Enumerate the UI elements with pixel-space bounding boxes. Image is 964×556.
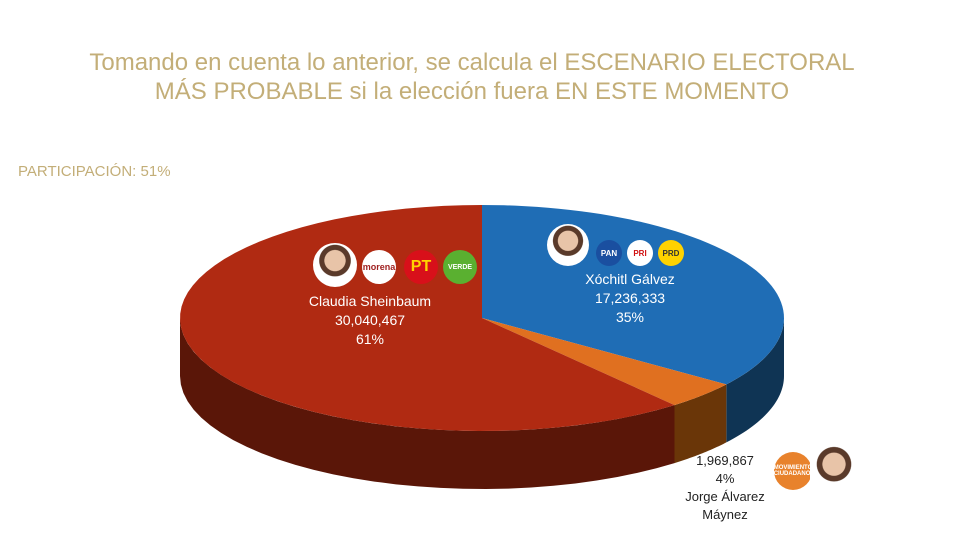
slice-percent: 35%: [615, 309, 645, 325]
slice-votes: 17,236,333: [594, 290, 666, 306]
title-line-2: MÁS PROBABLE si la elección fuera EN EST…: [154, 78, 790, 105]
slice-claudia-sheinbaum: [180, 205, 675, 431]
pri-logo: PRI: [627, 240, 653, 266]
mc-logo: MOVIMIENTO CIUDADANO: [774, 452, 812, 490]
sheinbaum-photo: [313, 243, 357, 287]
verde-logo: VERDE: [443, 250, 477, 284]
maynez-photo: [810, 445, 858, 493]
pt-logo: PT: [404, 250, 438, 284]
maynez-label: 1,969,867 4% Jorge Álvarez Máynez: [680, 452, 770, 524]
participation-label: PARTICIPACIÓN: 51%: [18, 163, 171, 180]
slice-votes: 30,040,467: [334, 312, 406, 328]
pan-logo: PAN: [596, 240, 622, 266]
slice-side: [674, 384, 727, 464]
slice-percent: 61%: [355, 331, 385, 347]
slice-jorge-lvarez-m-ynez: [482, 318, 727, 406]
slice-percent: 4%: [715, 471, 735, 486]
sheinbaum-label: Claudia Sheinbaum 30,040,467 61%: [300, 292, 440, 349]
slice-side: [726, 318, 784, 443]
galvez-label: Xóchitl Gálvez 17,236,333 35%: [560, 270, 700, 327]
chart-title: Tomando en cuenta lo anterior, se calcul…: [0, 48, 944, 106]
slice-label: Xóchitl Gálvez: [585, 271, 675, 287]
title-line-1: Tomando en cuenta lo anterior, se calcul…: [89, 49, 855, 76]
slice-label: Jorge Álvarez Máynez: [685, 489, 765, 522]
galvez-photo: [547, 224, 589, 266]
prd-logo: PRD: [658, 240, 684, 266]
slice-label: Claudia Sheinbaum: [308, 293, 432, 309]
slice-votes: 1,969,867: [696, 453, 754, 468]
slice-side: [180, 318, 675, 489]
morena-logo: morena: [362, 250, 396, 284]
